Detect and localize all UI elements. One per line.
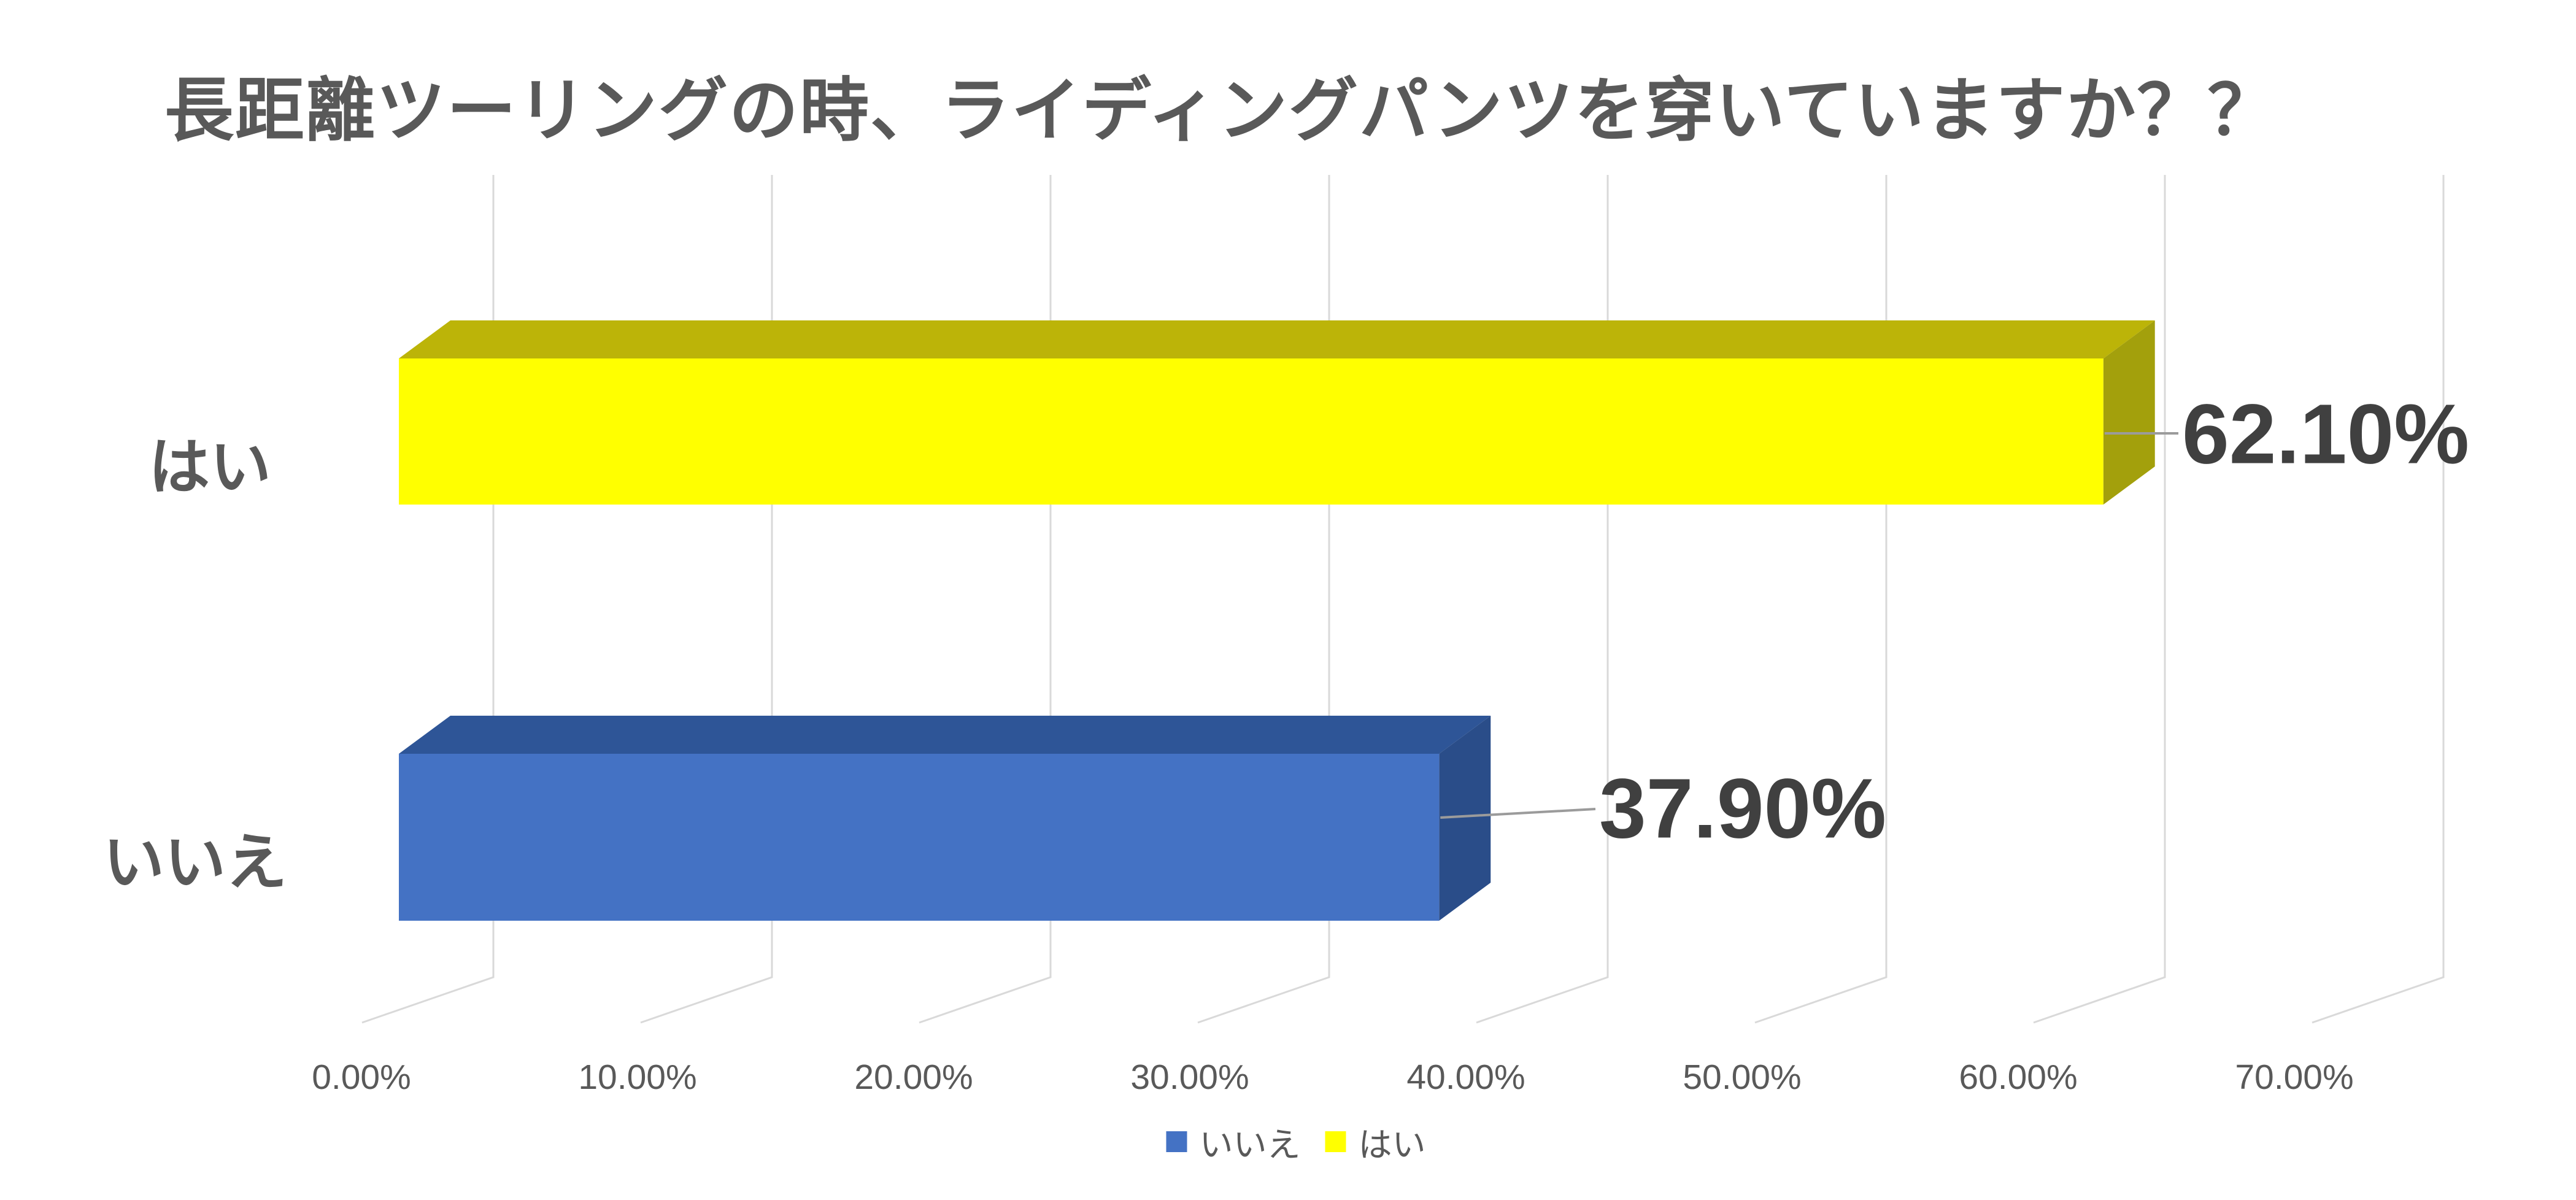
x-tick-30: 30.00% bbox=[1130, 1058, 1249, 1097]
legend: いいえ はい bbox=[1166, 1117, 1426, 1166]
bar-いいえ bbox=[399, 678, 1491, 921]
x-tick-40: 40.00% bbox=[1406, 1058, 1525, 1097]
x-tick-20: 20.00% bbox=[854, 1058, 973, 1097]
bar-front-face-はい bbox=[399, 358, 2104, 505]
gridline-50.00% bbox=[1754, 175, 1888, 1024]
legend-label-hai: はい bbox=[1358, 1126, 1426, 1164]
bar-side-face-はい bbox=[2103, 320, 2155, 505]
category-label-hai: はい bbox=[148, 433, 271, 502]
chart-title: 長距離ツーリングの時、ライディングパンツを穿いていますか？？ bbox=[164, 72, 2278, 149]
bar-front-face-いいえ bbox=[399, 754, 1440, 921]
category-label-iie: いいえ bbox=[103, 828, 287, 897]
bar-はい bbox=[399, 282, 2155, 505]
legend-item-iie: いいえ bbox=[1166, 1117, 1301, 1166]
legend-label-iie: いいえ bbox=[1199, 1126, 1301, 1164]
gridline-60.00% bbox=[2033, 175, 2166, 1024]
x-tick-60: 60.00% bbox=[1959, 1058, 2078, 1097]
gridline-70.00% bbox=[2312, 175, 2445, 1024]
x-tick-70: 70.00% bbox=[2235, 1058, 2354, 1097]
legend-item-hai: はい bbox=[1325, 1117, 1426, 1166]
data-label-hai: 62.10% bbox=[2181, 387, 2470, 482]
bar-top-face-はい bbox=[399, 320, 2155, 358]
bar-top-face-いいえ bbox=[399, 716, 1491, 754]
leader-line-いいえ bbox=[1440, 808, 1596, 819]
bar-back-hidden bbox=[399, 282, 2155, 320]
legend-swatch-iie bbox=[1166, 1131, 1187, 1152]
x-tick-10: 10.00% bbox=[578, 1058, 697, 1097]
legend-swatch-hai bbox=[1325, 1131, 1346, 1152]
bar-side-face-いいえ bbox=[1439, 716, 1491, 921]
leader-lines bbox=[1440, 432, 2178, 819]
bars bbox=[399, 282, 2155, 921]
x-tick-0: 0.00% bbox=[312, 1058, 411, 1097]
data-label-iie: 37.90% bbox=[1598, 761, 1887, 856]
bar-back-hidden bbox=[399, 678, 1490, 716]
x-tick-50: 50.00% bbox=[1683, 1058, 1802, 1097]
gridline-40.00% bbox=[1476, 175, 1609, 1024]
